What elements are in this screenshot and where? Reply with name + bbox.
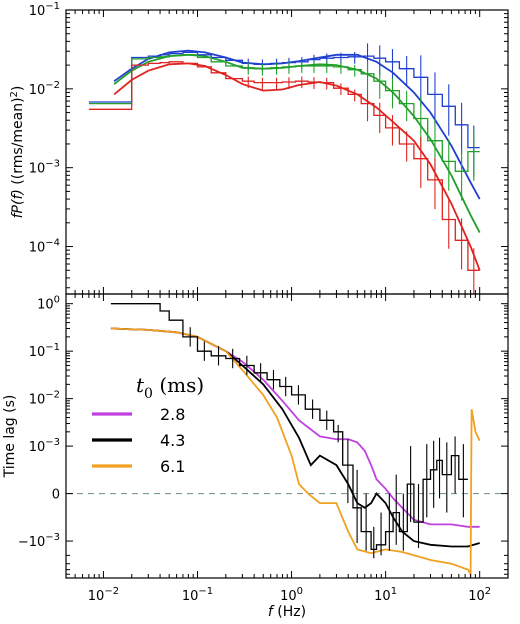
top-y-axis-label-unit: ((rms/mean) [10,97,26,189]
model-series-0 [110,327,480,528]
legend-label: 6.1 [160,457,185,476]
data-series-group [88,43,481,294]
legend-title-subscript: 0 [144,386,153,402]
x-axis-label-symbol: f [268,604,275,620]
top-y-axis-label-main: fP(f) [10,189,26,218]
top-y-tick-label: 10−1 [29,1,60,19]
x-axis-label-unit: (Hz) [273,604,306,620]
x-tick-label: 10−1 [182,586,213,604]
bottom-y-axis-label: Time lag (s) [2,395,18,479]
top-y-tick-label: 10−4 [29,238,60,256]
x-tick-label: 10−2 [88,586,119,604]
top-y-tick-label: 10−3 [29,159,60,177]
step-series-3 [110,303,468,551]
bottom-y-tick-label: 10−2 [29,390,60,408]
power-spectrum-panel: 10−1 10−2 10−3 10−4 [29,1,509,295]
bottom-y-tick-label: 10−1 [29,342,60,360]
step-series-4 [88,54,480,172]
data-series-group [110,303,481,578]
top-y-axis-label-exp: 2 [9,91,20,97]
top-y-tick-label: 10−2 [29,80,60,98]
bottom-y-tick-label: 100 [37,295,60,313]
legend-label: 4.3 [160,431,185,450]
bottom-plot-frame [65,293,509,579]
x-axis-label: f (Hz) [268,604,306,620]
bottom-y-tick-label: −10−3 [18,532,60,550]
model-series-2 [113,62,481,271]
x-tick-label: 101 [374,586,397,604]
axis-labels: fP(f) ((rms/mean)2) Time lag (s) f (Hz) [2,86,306,620]
top-y-axis-label-close: ) [10,86,26,91]
bottom-y-tick-label: 10−3 [29,437,60,455]
x-tick-label: 100 [280,586,303,604]
model-series-2 [110,327,481,578]
legend: t0 (ms) 2.8 4.3 6.1 [92,373,204,476]
step-series-3 [88,51,480,149]
top-y-axis-label: fP(f) ((rms/mean)2) [9,86,26,219]
legend-label: 2.8 [160,405,185,424]
time-lag-panel: 10−2 10−1 100 101 102 100 10−1 10−2 10−3 0 −10−3 [18,293,509,604]
legend-title-unit: (ms) [153,373,204,397]
legend-title: t0 (ms) [136,373,204,402]
x-tick-label: 102 [468,586,491,604]
model-series-0 [113,49,481,200]
legend-title-symbol: t [136,373,145,397]
bottom-y-tick-label: 0 [52,488,60,503]
